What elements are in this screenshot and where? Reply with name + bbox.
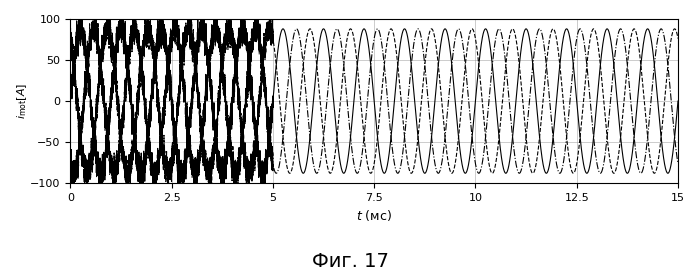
Y-axis label: $i_{\mathrm{mot}}[A]$: $i_{\mathrm{mot}}[A]$: [15, 83, 29, 119]
X-axis label: $t$ (мс): $t$ (мс): [356, 209, 392, 223]
Text: Фиг. 17: Фиг. 17: [312, 252, 388, 271]
